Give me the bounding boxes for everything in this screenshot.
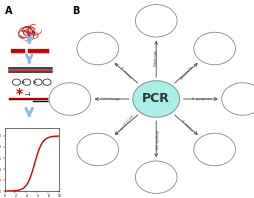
Bar	[230, 90, 232, 106]
X-axis label: Cycle Number: Cycle Number	[90, 159, 108, 163]
Circle shape	[135, 5, 177, 37]
Bar	[85, 141, 87, 156]
Text: *: *	[15, 87, 23, 101]
Text: S. aureus: S. aureus	[119, 66, 132, 79]
Text: S. pyogenes: S. pyogenes	[192, 97, 211, 101]
Bar	[57, 90, 59, 106]
Bar	[202, 141, 204, 156]
X-axis label: Cycle Number: Cycle Number	[148, 187, 166, 190]
Circle shape	[194, 32, 235, 65]
Text: PCR: PCR	[142, 92, 170, 106]
Text: Vibrio spp.: Vibrio spp.	[154, 50, 158, 67]
Text: Shigella spp.: Shigella spp.	[154, 130, 158, 150]
Text: S. aureus: S. aureus	[180, 119, 193, 132]
Circle shape	[222, 83, 254, 115]
X-axis label: Cycle Number: Cycle Number	[235, 108, 252, 112]
Text: A: A	[5, 6, 13, 16]
Bar	[202, 40, 204, 55]
Circle shape	[77, 32, 119, 65]
Bar	[85, 40, 87, 55]
Circle shape	[77, 133, 119, 166]
X-axis label: Cycle Number: Cycle Number	[148, 30, 166, 34]
Bar	[144, 168, 146, 184]
Circle shape	[194, 133, 235, 166]
X-axis label: Cycle Number: Cycle Number	[62, 108, 80, 112]
Text: Listeria spp.: Listeria spp.	[101, 97, 121, 101]
Text: Salmonella: Salmonella	[179, 65, 194, 80]
Bar	[144, 12, 146, 28]
Circle shape	[133, 81, 180, 117]
Text: B: B	[72, 6, 80, 16]
X-axis label: Cycle Number: Cycle Number	[207, 159, 225, 163]
Circle shape	[49, 83, 91, 115]
X-axis label: Cycle Number: Cycle Number	[90, 58, 108, 62]
X-axis label: Cycle Number: Cycle Number	[207, 58, 225, 62]
Text: E. coli O157:H7: E. coli O157:H7	[116, 115, 135, 136]
Circle shape	[135, 161, 177, 193]
